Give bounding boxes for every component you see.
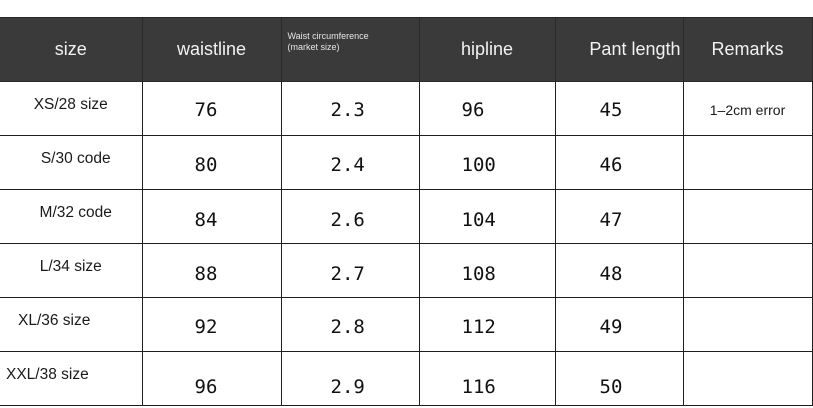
table-row: XXL/38 size 96 2.9 116 50 [0, 351, 813, 406]
waist-circumference-cell: 2.8 [280, 297, 420, 352]
header-pant-length: Pant length [554, 17, 684, 82]
hipline-cell: 100 [418, 135, 556, 190]
pant-length-cell: 46 [554, 135, 684, 190]
waistline-cell: 88 [141, 243, 282, 298]
waistline-cell: 96 [141, 351, 282, 406]
remarks-cell [682, 243, 813, 298]
remarks-cell [682, 297, 813, 352]
remarks-cell [682, 135, 813, 190]
header-waist-circumference-line1: Waist circumference [287, 30, 369, 41]
hipline-cell: 108 [418, 243, 556, 298]
table-row: L/34 size 88 2.7 108 48 [0, 243, 813, 298]
table-row: XL/36 size 92 2.8 112 49 [0, 297, 813, 352]
pant-length-cell: 47 [554, 189, 684, 244]
remarks-cell: 1–2cm error [682, 81, 813, 136]
waist-circumference-cell: 2.7 [280, 243, 420, 298]
header-waist-circumference-line2: (market size) [287, 41, 340, 52]
size-cell: L/34 size [0, 243, 143, 298]
waistline-cell: 84 [141, 189, 282, 244]
pant-length-cell: 48 [554, 243, 684, 298]
header-remarks: Remarks [682, 17, 813, 82]
size-cell: XL/36 size [0, 297, 143, 352]
pant-length-cell: 49 [554, 297, 684, 352]
hipline-cell: 116 [418, 351, 556, 406]
table-row: M/32 code 84 2.6 104 47 [0, 189, 813, 244]
remarks-cell [682, 351, 813, 406]
table-row: S/30 code 80 2.4 100 46 [0, 135, 813, 190]
remarks-cell [682, 189, 813, 244]
size-cell: S/30 code [0, 135, 143, 190]
size-cell: XS/28 size [0, 81, 143, 136]
waist-circumference-cell: 2.6 [280, 189, 420, 244]
table-row: XS/28 size 76 2.3 96 45 1–2cm error [0, 81, 813, 136]
header-row: size waistline Waist circumference (mark… [0, 17, 813, 82]
waist-circumference-cell: 2.4 [280, 135, 420, 190]
hipline-cell: 112 [418, 297, 556, 352]
header-size: size [0, 17, 143, 82]
waistline-cell: 76 [141, 81, 282, 136]
size-chart-table: size waistline Waist circumference (mark… [0, 17, 813, 406]
waist-circumference-cell: 2.9 [280, 351, 420, 406]
header-waist-circumference: Waist circumference (market size) [280, 17, 420, 82]
waistline-cell: 80 [141, 135, 282, 190]
hipline-cell: 104 [418, 189, 556, 244]
hipline-cell: 96 [418, 81, 556, 136]
size-cell: M/32 code [0, 189, 143, 244]
waistline-cell: 92 [141, 297, 282, 352]
pant-length-cell: 50 [554, 351, 684, 406]
waist-circumference-cell: 2.3 [280, 81, 420, 136]
size-cell: XXL/38 size [0, 351, 143, 406]
pant-length-cell: 45 [554, 81, 684, 136]
header-hipline: hipline [418, 17, 556, 82]
header-waistline: waistline [141, 17, 282, 82]
